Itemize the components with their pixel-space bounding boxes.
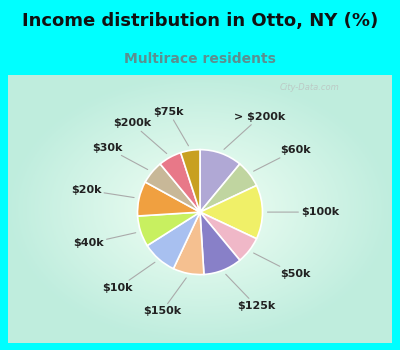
Wedge shape xyxy=(147,212,200,269)
Text: $150k: $150k xyxy=(143,278,186,316)
Wedge shape xyxy=(138,212,200,246)
Text: Multirace residents: Multirace residents xyxy=(124,52,276,66)
Text: $40k: $40k xyxy=(73,233,136,248)
Text: $125k: $125k xyxy=(226,274,276,311)
Wedge shape xyxy=(181,150,200,212)
Wedge shape xyxy=(160,153,200,212)
Wedge shape xyxy=(200,150,240,212)
Wedge shape xyxy=(138,182,200,216)
Text: $30k: $30k xyxy=(92,142,148,169)
Text: City-Data.com: City-Data.com xyxy=(280,83,340,92)
Wedge shape xyxy=(200,164,256,212)
Text: $100k: $100k xyxy=(268,207,339,217)
Wedge shape xyxy=(173,212,204,274)
Wedge shape xyxy=(200,212,256,260)
Text: $60k: $60k xyxy=(254,145,310,171)
Text: $200k: $200k xyxy=(113,118,167,154)
Text: $10k: $10k xyxy=(103,262,155,293)
Text: $20k: $20k xyxy=(71,185,134,197)
Text: $75k: $75k xyxy=(154,107,188,146)
Text: > $200k: > $200k xyxy=(224,112,286,149)
Wedge shape xyxy=(145,164,200,212)
Text: $50k: $50k xyxy=(254,253,310,279)
Wedge shape xyxy=(200,186,262,239)
Text: Income distribution in Otto, NY (%): Income distribution in Otto, NY (%) xyxy=(22,12,378,30)
Wedge shape xyxy=(200,212,240,274)
